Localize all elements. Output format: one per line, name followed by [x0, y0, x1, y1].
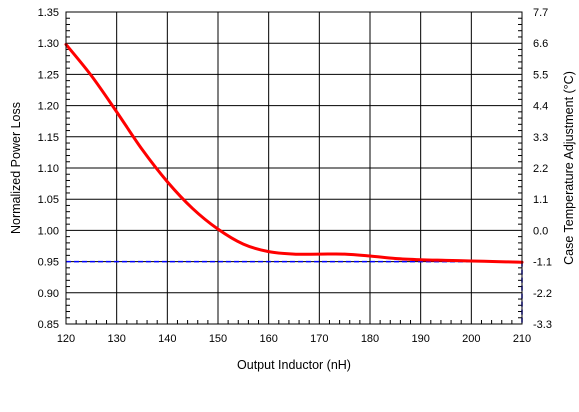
x-tick-label: 160: [259, 333, 277, 345]
y2-tick-labels: -3.3 -2.2 -1.1 0.0 1.1 2.2 3.3 4.4 5.5 6.6 7.7: [533, 7, 552, 331]
y2-tick-label: 3.3: [533, 132, 548, 144]
series-layer: [64, 42, 524, 264]
y-tick-labels: 0.85 0.90 0.95 1.00 1.05 1.10 1.15 1.20 1.25 1.30…: [38, 7, 59, 331]
y2-tick-label: 4.4: [533, 101, 548, 113]
y-tick-label: 1.00: [38, 225, 59, 237]
y-tick-label: 1.05: [38, 194, 59, 206]
y-tick-label: 1.15: [38, 132, 59, 144]
x-axis-title: Output Inductor (nH): [237, 358, 351, 372]
y-tick-label: 0.85: [38, 319, 59, 331]
y2-tick-label: 7.7: [533, 7, 548, 19]
y-tick-label: 1.25: [38, 69, 59, 81]
x-tick-label: 120: [57, 333, 75, 345]
power-loss-series-line: [64, 42, 524, 264]
y2-tick-label: -3.3: [533, 319, 552, 331]
y2-tick-label: -1.1: [533, 257, 552, 269]
x-tick-label: 130: [107, 333, 125, 345]
y2-tick-label: -2.2: [533, 288, 552, 300]
x-tick-labels: 120 130 140 150 160 170 180 190 200 210: [57, 333, 531, 345]
y-tick-label: 1.10: [38, 163, 59, 175]
x-tick-label: 190: [411, 333, 429, 345]
plot-frame: [65, 11, 523, 325]
x-tick-label: 200: [462, 333, 480, 345]
y-axis-title: Normalized Power Loss: [9, 102, 23, 234]
grid: [65, 11, 523, 325]
x-tick-label: 210: [513, 333, 531, 345]
y-tick-label: 1.20: [38, 101, 59, 113]
y2-tick-label: 0.0: [533, 225, 548, 237]
x-tick-label: 170: [310, 333, 328, 345]
y2-axis-title: Case Temperature Adjustment (°C): [562, 71, 576, 265]
x-tick-label: 150: [209, 333, 227, 345]
y2-tick-label: 5.5: [533, 69, 548, 81]
y-tick-label: 1.30: [38, 38, 59, 50]
x-tick-label: 140: [158, 333, 176, 345]
x-tick-label: 180: [361, 333, 379, 345]
y2-tick-label: 1.1: [533, 194, 548, 206]
minor-ticks: [66, 17, 522, 324]
y-tick-label: 1.35: [38, 7, 59, 19]
y-tick-label: 0.90: [38, 288, 59, 300]
y2-tick-label: 2.2: [533, 163, 548, 175]
y-tick-label: 0.95: [38, 257, 59, 269]
y2-tick-label: 6.6: [533, 38, 548, 50]
